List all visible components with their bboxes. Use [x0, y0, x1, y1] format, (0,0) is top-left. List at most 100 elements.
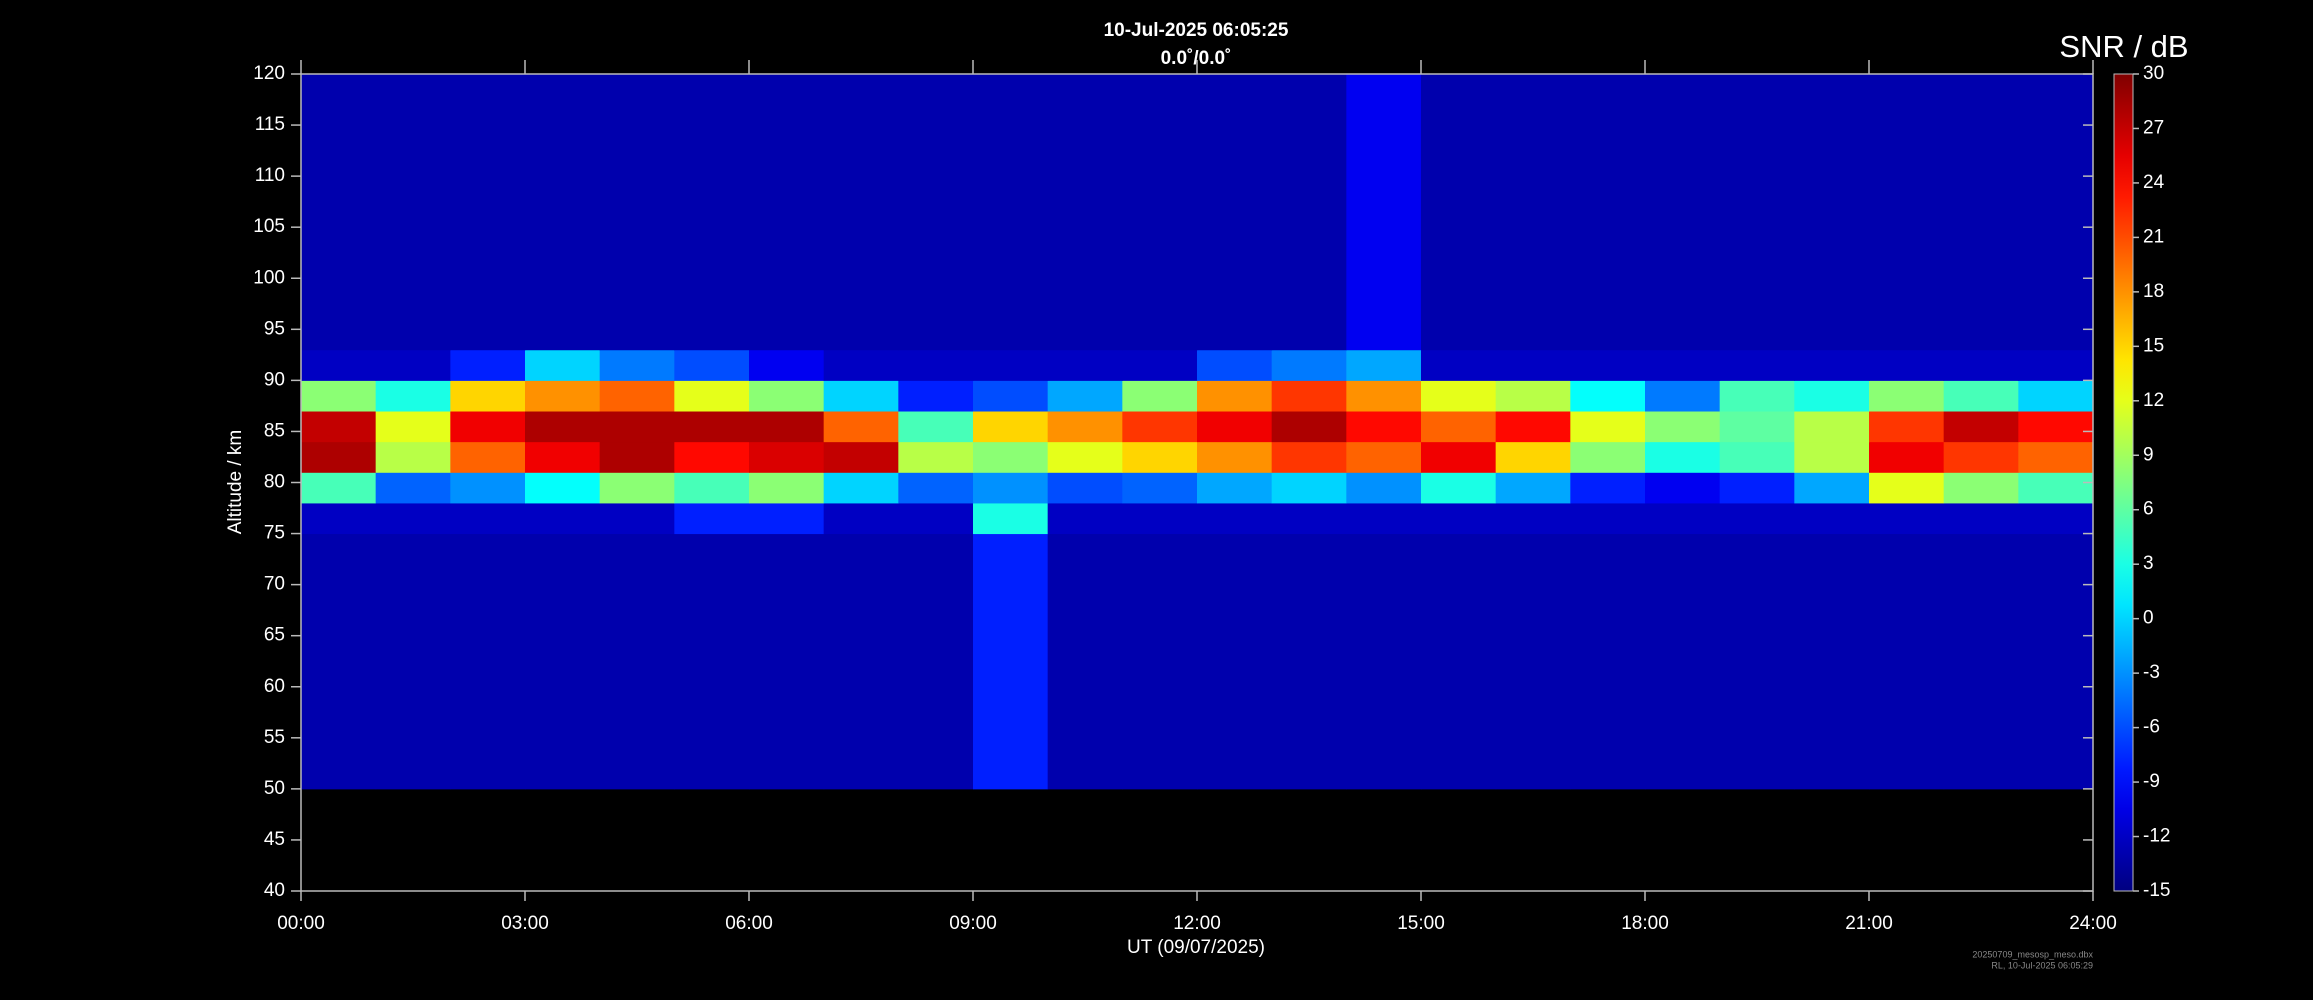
heatmap-cell [1719, 533, 1795, 790]
y-tick-label: 50 [264, 778, 285, 799]
colorbar-tick-label: 30 [2143, 63, 2164, 84]
heatmap-cell [1346, 380, 1422, 412]
heatmap-cell [749, 441, 825, 473]
heatmap-cell [674, 441, 750, 473]
heatmap-cell [1719, 349, 1795, 381]
heatmap-cell [898, 74, 974, 351]
heatmap-cell [1495, 502, 1571, 535]
heatmap-cell [1421, 502, 1497, 535]
chart-subtitle: 0.0˚/0.0˚ [1161, 48, 1232, 69]
x-tick-label: 12:00 [1173, 913, 1221, 934]
heatmap-cell [375, 349, 451, 381]
y-axis-label: Altitude / km [225, 430, 246, 535]
heatmap-cell [898, 411, 974, 443]
heatmap-cell [1794, 441, 1870, 473]
heatmap-cell [375, 74, 451, 351]
heatmap-cell [2018, 441, 2094, 473]
heatmap-cell [1645, 441, 1721, 473]
x-tick-label: 24:00 [2069, 913, 2117, 934]
colorbar-tick-label: 27 [2143, 117, 2164, 138]
heatmap-cell [1943, 502, 2019, 535]
heatmap-cell [973, 502, 1049, 535]
heatmap-cell [749, 380, 825, 412]
heatmap-cell [973, 533, 1049, 790]
heatmap-cell [1794, 411, 1870, 443]
heatmap-cell [674, 74, 750, 351]
heatmap-cell [599, 380, 675, 412]
heatmap-cell [1794, 74, 1870, 351]
heatmap-cell [1346, 441, 1422, 473]
heatmap-cell [375, 472, 451, 504]
heatmap-cell [599, 441, 675, 473]
heatmap-cell [1719, 411, 1795, 443]
heatmap-cell [1495, 441, 1571, 473]
heatmap-cell [1197, 472, 1273, 504]
y-tick-label: 110 [255, 165, 285, 186]
heatmap-cell [1645, 533, 1721, 790]
colorbar-tick-label: 9 [2143, 444, 2154, 465]
y-tick-label: 120 [253, 63, 285, 84]
heatmap-cell [1047, 472, 1123, 504]
heatmap-cell [1570, 74, 1646, 351]
heatmap-cell [2018, 74, 2094, 351]
heatmap-cell [1271, 74, 1347, 351]
y-tick-label: 95 [264, 318, 285, 339]
heatmap-cell [1495, 533, 1571, 790]
heatmap-cell [1645, 502, 1721, 535]
heatmap-cell [301, 472, 377, 504]
heatmap-cell [674, 349, 750, 381]
heatmap-cell [1421, 349, 1497, 381]
heatmap-cell [1122, 74, 1198, 351]
heatmap-cell [1869, 472, 1945, 504]
heatmap-cell [1197, 349, 1273, 381]
heatmap-cell [450, 349, 526, 381]
heatmap-cell [1943, 349, 2019, 381]
heatmap-cell [749, 411, 825, 443]
heatmap-cell [1346, 472, 1422, 504]
heatmap-cell [973, 441, 1049, 473]
heatmap-cell [1495, 74, 1571, 351]
heatmap-cell [1719, 441, 1795, 473]
heatmap-cell [450, 533, 526, 790]
heatmap-cell [1122, 502, 1198, 535]
heatmap-cell [525, 502, 601, 535]
heatmap-cell [1122, 472, 1198, 504]
heatmap-cell [525, 74, 601, 351]
heatmap-cell [674, 472, 750, 504]
heatmap-cell [1645, 472, 1721, 504]
heatmap-cell [2018, 472, 2094, 504]
heatmap-cell [1794, 502, 1870, 535]
heatmap-cell [823, 411, 899, 443]
heatmap-cell [1794, 380, 1870, 412]
x-tick-label: 06:00 [725, 913, 773, 934]
heatmap-cell [1869, 411, 1945, 443]
colorbar-tick-label: -3 [2143, 662, 2160, 683]
heatmap-cell [301, 441, 377, 473]
heatmap-cell [375, 380, 451, 412]
x-tick-label: 09:00 [949, 913, 997, 934]
y-tick-label: 100 [253, 267, 285, 288]
heatmap-cell [1122, 533, 1198, 790]
y-tick-label: 40 [264, 880, 285, 901]
heatmap-cell [1346, 74, 1422, 351]
heatmap-cell [1421, 74, 1497, 351]
y-tick-label: 80 [264, 472, 285, 493]
heatmap-cell [973, 74, 1049, 351]
heatmap-cell [898, 380, 974, 412]
heatmap-cell [674, 533, 750, 790]
heatmap-cell [823, 349, 899, 381]
heatmap-cell [1495, 349, 1571, 381]
heatmap-cell [1645, 349, 1721, 381]
y-tick-label: 105 [253, 216, 285, 237]
heatmap-cell [1047, 380, 1123, 412]
heatmap-cell [973, 349, 1049, 381]
heatmap-cell [973, 380, 1049, 412]
heatmap-cell [2018, 349, 2094, 381]
colorbar-tick-label: 21 [2143, 226, 2164, 247]
x-tick-label: 18:00 [1621, 913, 1669, 934]
heatmap-cell [1719, 74, 1795, 351]
heatmap-cell [1346, 533, 1422, 790]
heatmap-cell [1197, 74, 1273, 351]
heatmap-cell [1794, 533, 1870, 790]
heatmap-cell [1047, 349, 1123, 381]
